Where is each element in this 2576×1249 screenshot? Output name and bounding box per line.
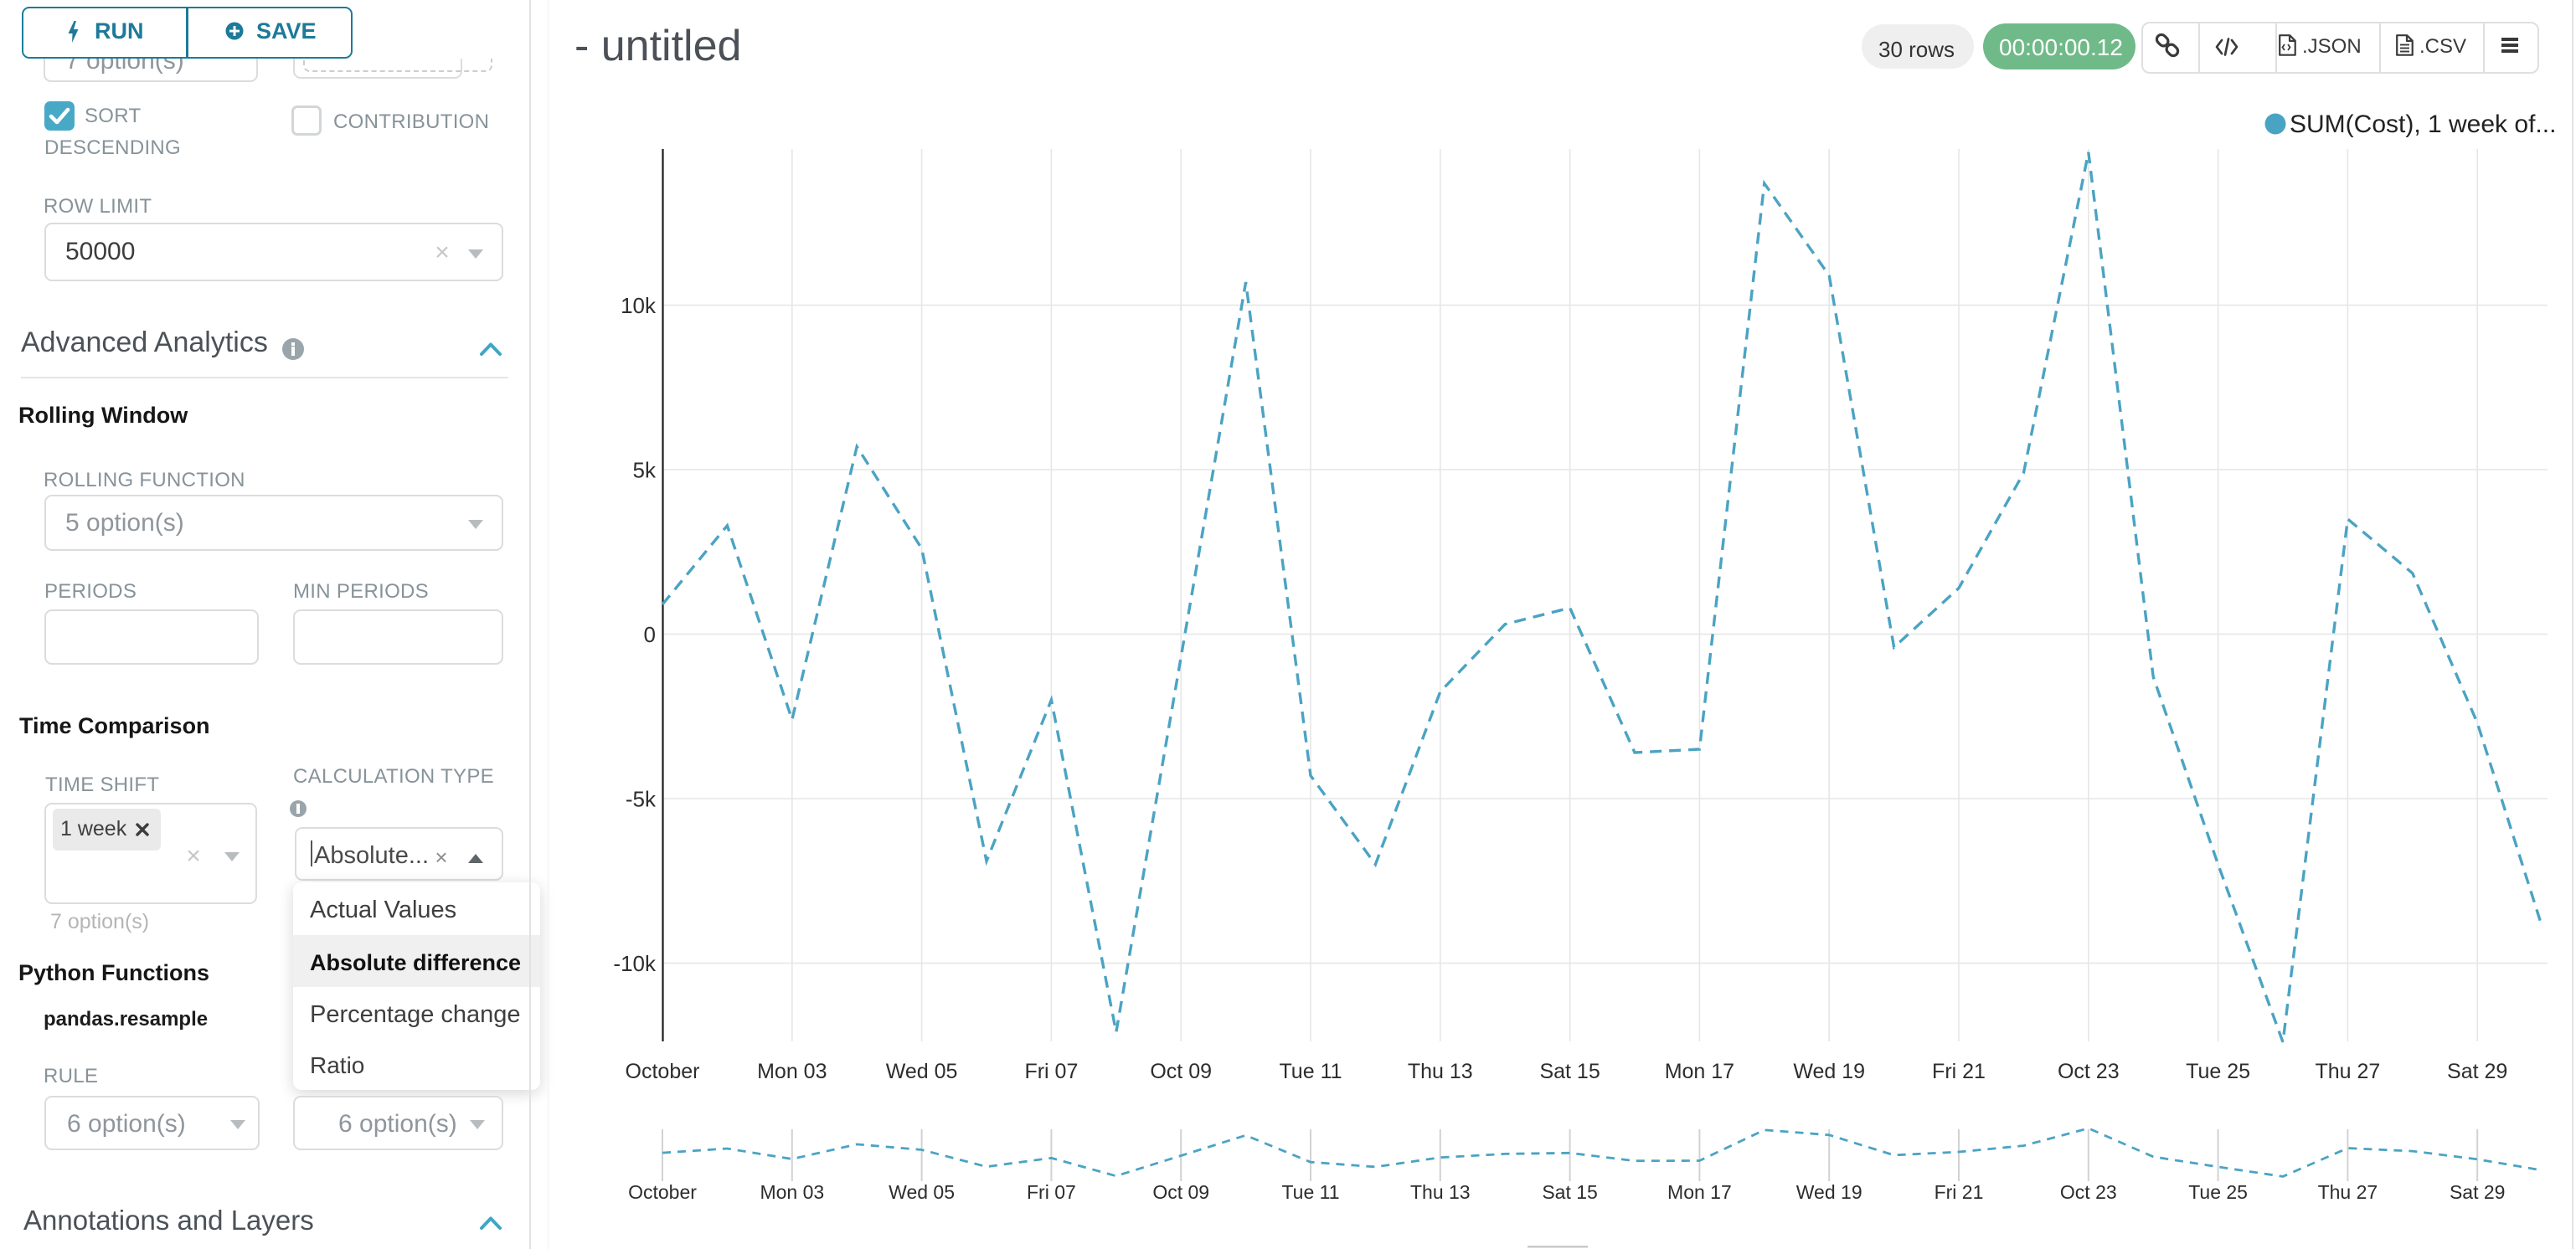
- svg-text:Oct 09: Oct 09: [1150, 1060, 1212, 1083]
- svg-text:Oct 09: Oct 09: [1152, 1181, 1209, 1203]
- svg-text:Fri 07: Fri 07: [1027, 1181, 1076, 1203]
- svg-text:Wed 19: Wed 19: [1796, 1181, 1862, 1203]
- svg-text:-5k: -5k: [626, 787, 657, 812]
- svg-text:5k: 5k: [633, 458, 657, 483]
- svg-text:Tue 11: Tue 11: [1281, 1181, 1339, 1203]
- svg-text:October: October: [626, 1060, 700, 1083]
- svg-text:0: 0: [644, 622, 656, 647]
- svg-text:Thu 13: Thu 13: [1408, 1060, 1473, 1083]
- svg-text:Sat 29: Sat 29: [2450, 1181, 2506, 1203]
- svg-text:Oct 23: Oct 23: [2058, 1060, 2120, 1083]
- svg-text:Fri 07: Fri 07: [1024, 1060, 1078, 1083]
- svg-text:Mon 17: Mon 17: [1667, 1181, 1732, 1203]
- svg-text:Sat 15: Sat 15: [1542, 1181, 1598, 1203]
- svg-text:Tue 25: Tue 25: [2188, 1181, 2248, 1203]
- svg-text:Thu 27: Thu 27: [2318, 1181, 2378, 1203]
- svg-text:Mon 03: Mon 03: [760, 1181, 824, 1203]
- svg-text:Oct 23: Oct 23: [2060, 1181, 2117, 1203]
- svg-text:Tue 11: Tue 11: [1279, 1060, 1342, 1083]
- svg-text:10k: 10k: [621, 293, 657, 318]
- svg-text:Fri 21: Fri 21: [1932, 1060, 1986, 1083]
- svg-text:Sat 15: Sat 15: [1539, 1060, 1600, 1083]
- svg-text:Fri 21: Fri 21: [1935, 1181, 1984, 1203]
- svg-text:-10k: -10k: [613, 951, 657, 976]
- svg-text:SUM(Cost), 1 week of...: SUM(Cost), 1 week of...: [2290, 111, 2556, 138]
- svg-text:Thu 13: Thu 13: [1410, 1181, 1471, 1203]
- svg-text:Mon 17: Mon 17: [1665, 1060, 1734, 1083]
- svg-text:Wed 19: Wed 19: [1793, 1060, 1865, 1083]
- svg-text:Mon 03: Mon 03: [757, 1060, 827, 1083]
- svg-text:Wed 05: Wed 05: [886, 1060, 958, 1083]
- svg-text:Tue 25: Tue 25: [2186, 1060, 2250, 1083]
- svg-text:October: October: [628, 1181, 697, 1203]
- svg-text:Sat 29: Sat 29: [2447, 1060, 2507, 1083]
- svg-text:Wed 05: Wed 05: [889, 1181, 955, 1203]
- svg-text:Thu 27: Thu 27: [2315, 1060, 2380, 1083]
